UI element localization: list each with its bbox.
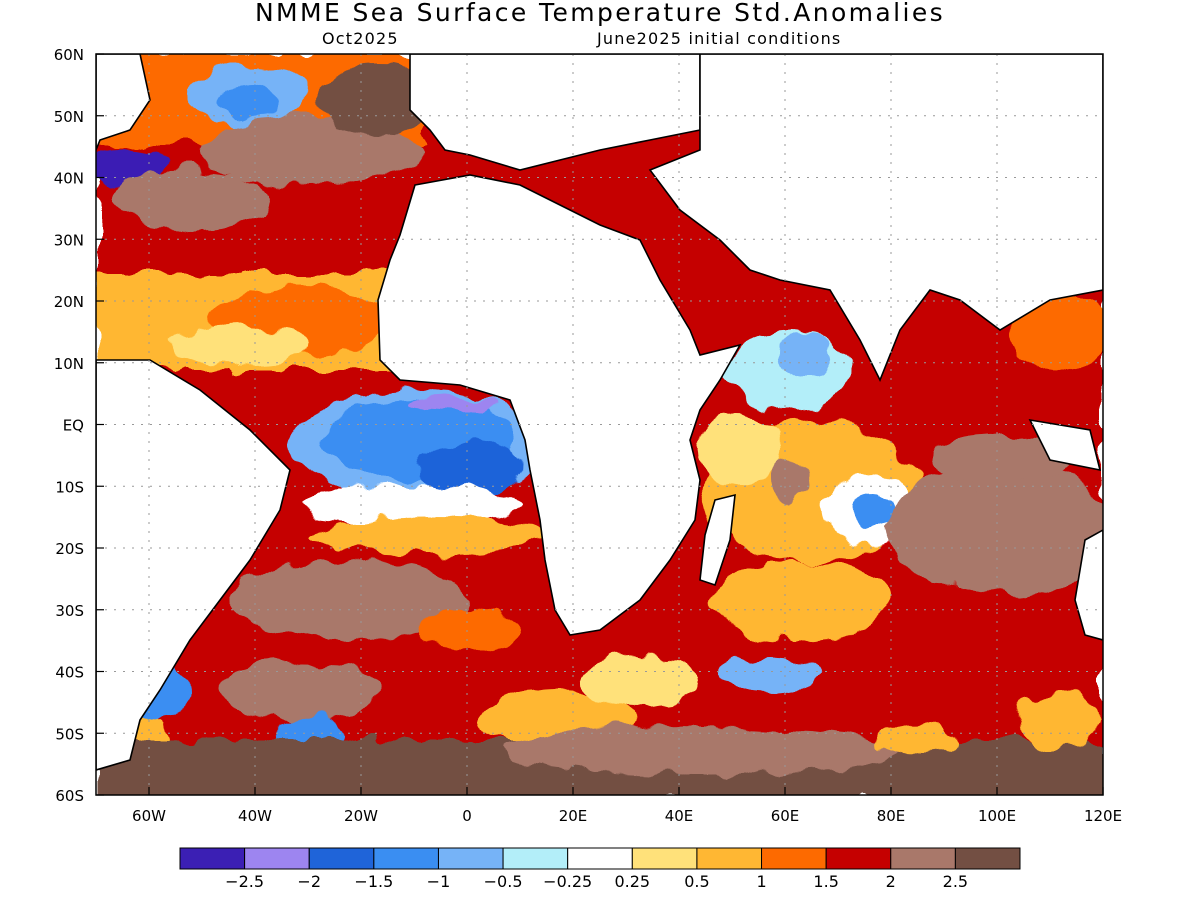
colorbar-label: 1.5 (813, 872, 838, 891)
colorbar-swatch (761, 847, 827, 870)
colorbar-swatch (244, 847, 310, 870)
lon-label: 60E (771, 807, 800, 825)
initial-conditions: June2025 initial conditions (597, 29, 842, 48)
lat-label: 60N (54, 46, 84, 64)
lat-label: 20S (55, 540, 84, 558)
lat-label: 20N (54, 293, 84, 311)
lon-label: 120E (1084, 807, 1122, 825)
colorbar-swatch (696, 847, 763, 870)
lat-label: 50N (54, 108, 84, 126)
lat-label: 30S (55, 602, 84, 620)
lon-label: 40W (238, 807, 272, 825)
colorbar-label: −2 (297, 872, 321, 891)
colorbar-label: −1 (427, 872, 451, 891)
lat-label: 40N (54, 170, 84, 188)
longitude-labels: 60W 40W 20W 0 20E 40E 60E 80E 100E 120E (132, 787, 1122, 825)
lon-label: 40E (665, 807, 694, 825)
colorbar-swatch (825, 847, 892, 870)
lat-label: 10N (54, 355, 84, 373)
land-masses (96, 54, 1103, 771)
map-title: NMME Sea Surface Temperature Std.Anomali… (254, 0, 946, 27)
lon-label: 20E (559, 807, 588, 825)
lat-label: 30N (54, 231, 84, 249)
colorbar-label: 1 (756, 872, 766, 891)
colorbar-swatch (954, 847, 1021, 870)
colorbar-swatch (631, 847, 698, 870)
lat-label: 10S (55, 478, 84, 496)
colorbar-swatch (437, 847, 504, 870)
lat-label: 40S (55, 664, 84, 682)
colorbar-swatch (308, 847, 375, 870)
lon-label: 20W (344, 807, 378, 825)
graticule (96, 54, 1103, 795)
colorbar-label: 0.25 (614, 872, 650, 891)
lat-label: 60S (55, 787, 84, 805)
colorbar-label: −0.5 (484, 872, 523, 891)
colorbar: −2.5 −2 −1.5 −1 −0.5 −0.25 0.25 0.5 1 1.5 2 2.5 (179, 847, 1021, 891)
colorbar-label: 2 (886, 872, 896, 891)
colorbar-swatch (890, 847, 956, 870)
colorbar-swatch (567, 847, 633, 870)
colorbar-label: −0.25 (543, 872, 592, 891)
lat-label: EQ (63, 417, 84, 435)
colorbar-swatch (373, 847, 439, 870)
colorbar-label: 2.5 (943, 872, 968, 891)
colorbar-label: 0.5 (684, 872, 709, 891)
colorbar-label: −1.5 (354, 872, 393, 891)
colorbar-swatch (502, 847, 569, 870)
lat-label: 50S (55, 725, 84, 743)
lon-label: 60W (132, 807, 166, 825)
lon-label: 0 (462, 807, 472, 825)
colorbar-swatch (179, 847, 246, 870)
forecast-month: Oct2025 (322, 29, 399, 48)
lon-label: 80E (877, 807, 906, 825)
colorbar-label: −2.5 (225, 872, 264, 891)
latitude-labels: 60N 50N 40N 30N 20N 10N EQ 10S 20S 30S 40S 50S 60S (54, 46, 104, 805)
lon-label: 100E (978, 807, 1016, 825)
